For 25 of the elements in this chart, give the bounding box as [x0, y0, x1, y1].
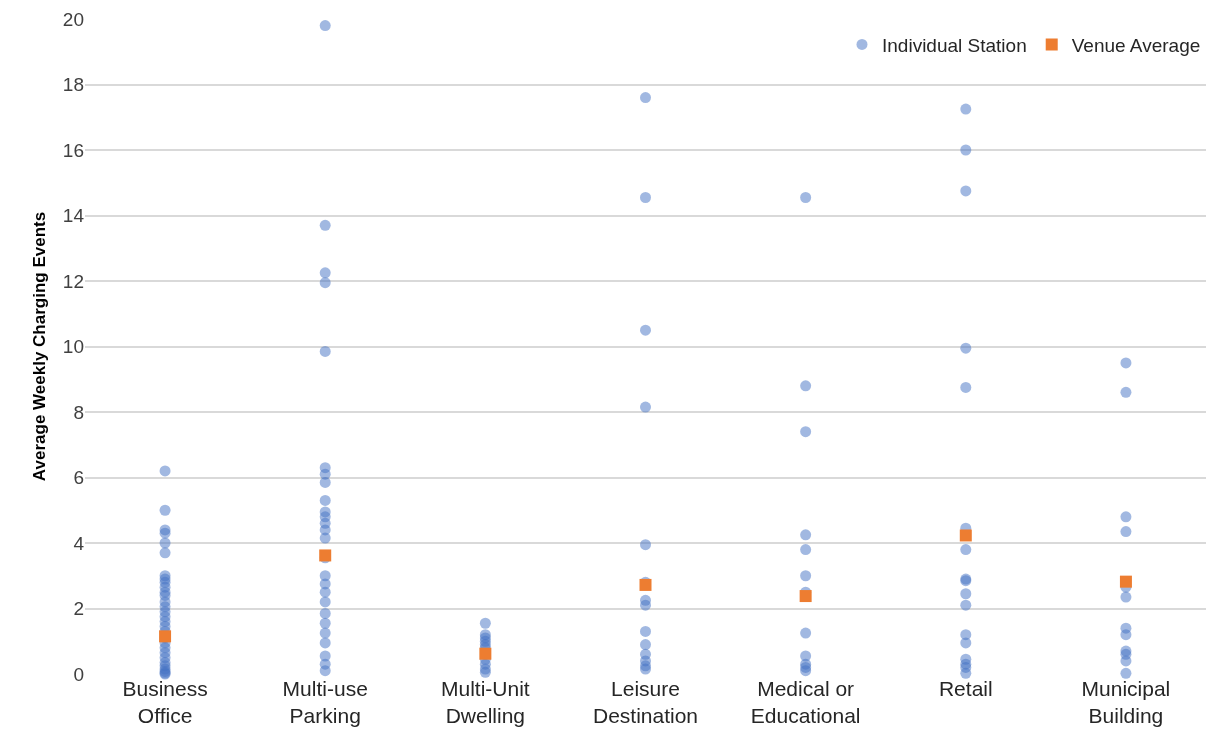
- y-tick-label: 16: [62, 139, 84, 161]
- point: [799, 590, 812, 603]
- x-tick-label: Retail: [938, 677, 993, 700]
- point: [1119, 575, 1132, 588]
- y-tick-label: 8: [73, 401, 84, 423]
- x-tick-label: Multi-Unit Dwelling: [441, 677, 530, 728]
- y-tick-label: 20: [62, 8, 84, 30]
- y-tick-label: 4: [73, 532, 85, 554]
- x-tick-label: Multi-use Parking: [282, 677, 368, 728]
- x-tick-label: Medical or Educational: [750, 677, 861, 728]
- y-tick-label: 12: [62, 270, 84, 292]
- x-tick-label: Municipal Building: [1081, 677, 1171, 728]
- y-tick-label: 2: [73, 598, 84, 620]
- y-tick-label: 10: [62, 336, 84, 358]
- x-tick-label: Leisure Destination: [592, 677, 699, 728]
- y-tick-label: 6: [73, 467, 84, 489]
- y-axis-title: Average Weekly Charging Events: [30, 211, 50, 482]
- legend-label: Venue Average: [1071, 34, 1201, 56]
- y-tick-label: 0: [73, 663, 84, 685]
- point: [479, 647, 492, 660]
- x-tick-label: Business Office: [122, 677, 208, 728]
- point: [959, 529, 972, 542]
- legend-label: Individual Station: [882, 34, 1027, 56]
- y-tick-label: 14: [62, 205, 85, 227]
- y-tick-label: 18: [62, 74, 84, 96]
